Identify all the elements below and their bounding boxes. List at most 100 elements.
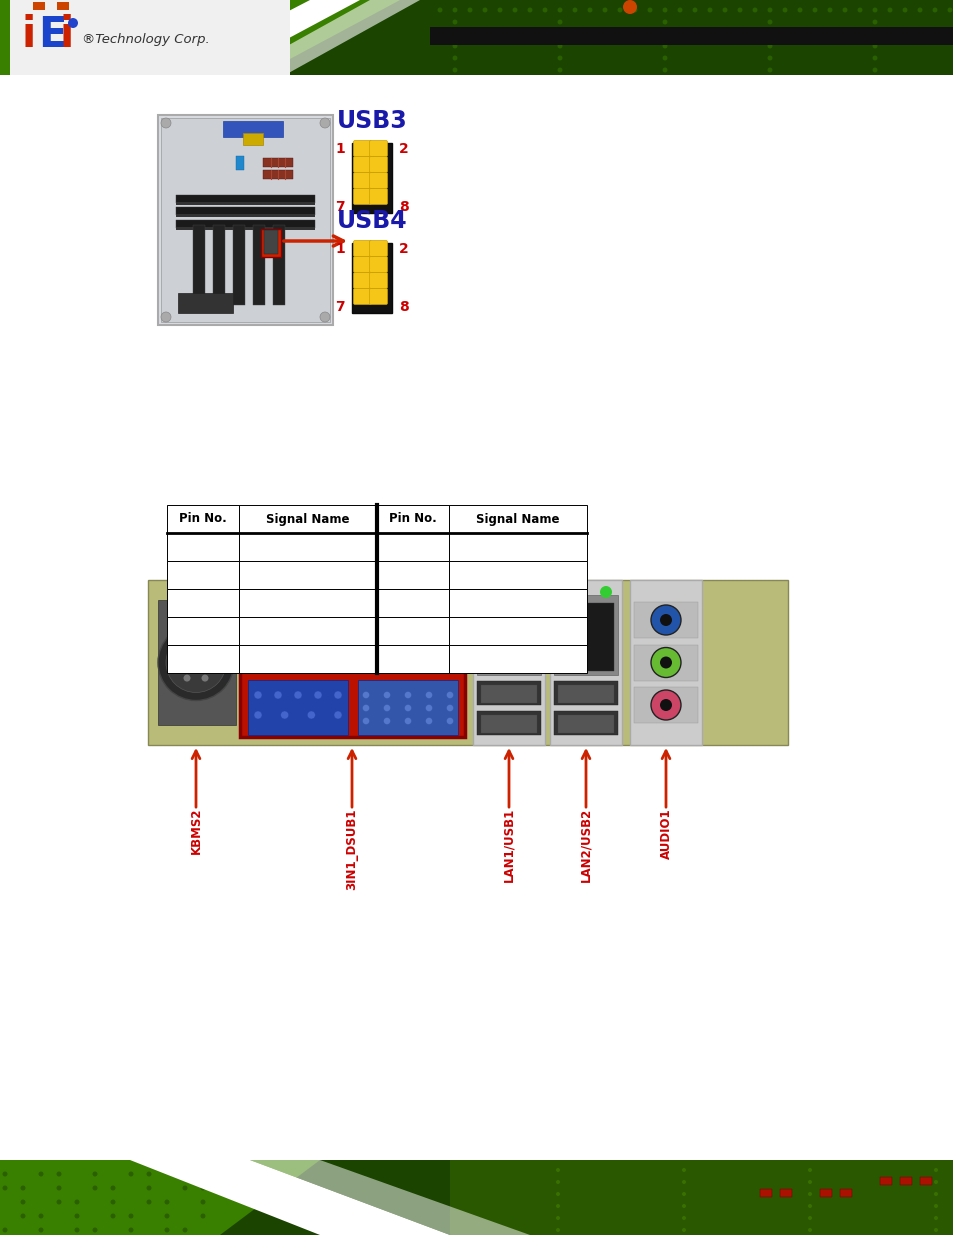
Text: 8: 8: [398, 200, 408, 214]
Circle shape: [25, 25, 30, 31]
Circle shape: [617, 7, 622, 12]
Circle shape: [129, 1214, 133, 1219]
Bar: [239, 618, 376, 645]
Circle shape: [381, 606, 388, 614]
Circle shape: [349, 606, 355, 614]
Circle shape: [7, 67, 13, 73]
Bar: [0, 1160, 953, 1235]
Circle shape: [446, 692, 453, 699]
Circle shape: [933, 1192, 937, 1195]
Circle shape: [223, 67, 229, 73]
Circle shape: [61, 53, 67, 59]
Circle shape: [43, 11, 49, 17]
Circle shape: [253, 621, 259, 629]
Circle shape: [3, 1172, 8, 1177]
Circle shape: [201, 674, 209, 682]
Circle shape: [111, 1186, 115, 1191]
Circle shape: [38, 1228, 44, 1233]
Circle shape: [205, 67, 211, 73]
Circle shape: [20, 1199, 26, 1204]
Bar: [558, 603, 614, 671]
Circle shape: [365, 606, 372, 614]
Bar: [167, 589, 239, 618]
FancyBboxPatch shape: [354, 257, 371, 273]
Circle shape: [169, 53, 174, 59]
Bar: [158, 115, 333, 325]
Circle shape: [319, 119, 330, 128]
Circle shape: [556, 1204, 559, 1208]
Bar: [480, 603, 537, 671]
Polygon shape: [0, 1160, 319, 1235]
Bar: [629, 580, 701, 745]
Circle shape: [446, 718, 453, 725]
Circle shape: [681, 1168, 685, 1172]
Circle shape: [681, 1228, 685, 1233]
Circle shape: [20, 1186, 26, 1191]
Circle shape: [933, 1216, 937, 1220]
Bar: [449, 618, 586, 645]
Circle shape: [872, 56, 877, 61]
Bar: [430, 27, 953, 44]
Circle shape: [340, 621, 347, 629]
Circle shape: [132, 11, 139, 17]
Text: 7: 7: [335, 300, 345, 314]
Circle shape: [857, 7, 862, 12]
Circle shape: [872, 43, 877, 48]
Circle shape: [767, 68, 772, 73]
Bar: [175, 207, 314, 215]
Bar: [233, 225, 245, 305]
Bar: [240, 588, 464, 737]
Circle shape: [556, 1168, 559, 1172]
Bar: [235, 156, 244, 170]
Bar: [376, 534, 449, 561]
Circle shape: [147, 1199, 152, 1204]
Circle shape: [692, 7, 697, 12]
Text: i: i: [22, 14, 36, 56]
Bar: [376, 618, 449, 645]
Circle shape: [187, 67, 193, 73]
Circle shape: [169, 40, 174, 44]
Circle shape: [404, 692, 411, 699]
Circle shape: [115, 11, 121, 17]
Circle shape: [393, 621, 399, 629]
Bar: [780, 1189, 791, 1197]
Bar: [352, 243, 392, 312]
Circle shape: [92, 1228, 97, 1233]
Circle shape: [200, 1214, 205, 1219]
Circle shape: [187, 11, 193, 17]
Circle shape: [294, 692, 302, 699]
Bar: [239, 534, 376, 561]
Circle shape: [79, 67, 85, 73]
Polygon shape: [0, 0, 399, 75]
Circle shape: [872, 68, 877, 73]
Circle shape: [79, 25, 85, 31]
Circle shape: [767, 32, 772, 37]
Circle shape: [334, 711, 341, 719]
Text: USB3: USB3: [336, 109, 407, 133]
Circle shape: [527, 7, 532, 12]
Circle shape: [79, 11, 85, 17]
Circle shape: [111, 1214, 115, 1219]
Circle shape: [681, 1216, 685, 1220]
Circle shape: [43, 40, 49, 44]
Circle shape: [497, 7, 502, 12]
Bar: [223, 121, 283, 137]
Text: i: i: [60, 14, 74, 56]
Circle shape: [707, 7, 712, 12]
Circle shape: [183, 674, 191, 682]
Bar: [919, 1177, 931, 1186]
Bar: [550, 580, 621, 745]
Circle shape: [43, 25, 49, 31]
Circle shape: [797, 7, 801, 12]
Circle shape: [557, 32, 562, 37]
FancyBboxPatch shape: [354, 189, 371, 205]
Text: KBMS2: KBMS2: [190, 808, 202, 855]
Circle shape: [20, 1214, 26, 1219]
Bar: [273, 225, 285, 305]
Text: 2: 2: [398, 142, 408, 156]
Bar: [376, 561, 449, 589]
Bar: [248, 680, 348, 735]
Bar: [158, 600, 235, 725]
Text: LAN1/USB1: LAN1/USB1: [502, 808, 515, 882]
Circle shape: [752, 7, 757, 12]
